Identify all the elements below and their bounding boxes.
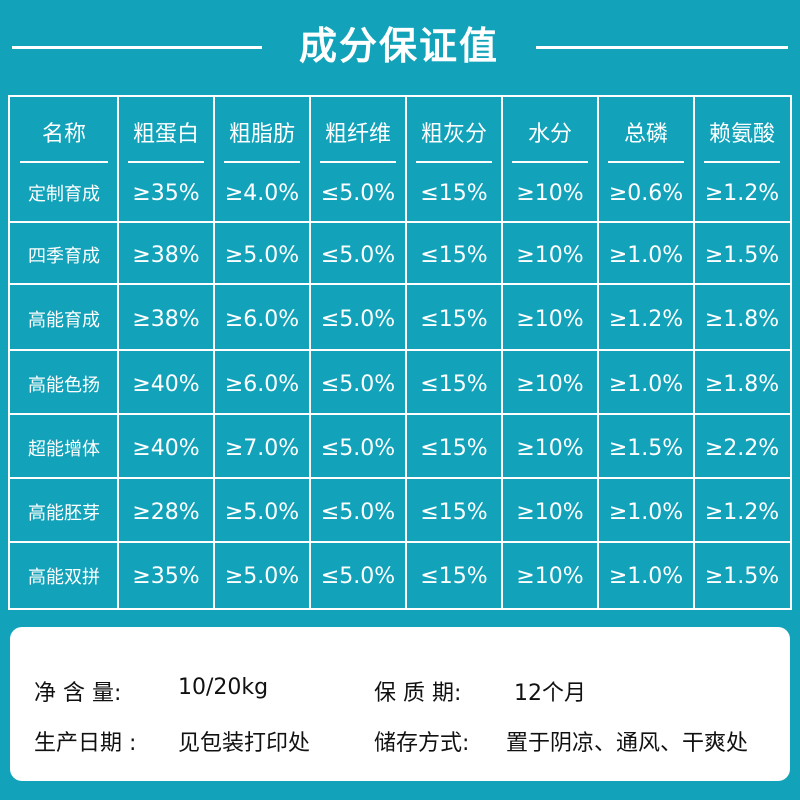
table-cell: ≥6.0% [224, 306, 300, 332]
row-name: 高能胚芽 [28, 503, 100, 524]
table-cell: ≥10% [516, 563, 584, 589]
table-cell: ≤5.0% [320, 499, 396, 525]
storage-value: 置于阴凉、通风、干爽处 [506, 731, 749, 756]
table-cell: ≥1.5% [704, 563, 780, 589]
row-divider [10, 221, 790, 223]
row-divider [10, 477, 790, 479]
column-header: 粗灰分 [420, 122, 487, 147]
table-cell: ≥5.0% [224, 499, 300, 525]
production-date-value: 见包装打印处 [178, 731, 311, 756]
row-name: 超能增体 [28, 439, 100, 460]
table-cell: ≥1.2% [704, 499, 780, 525]
column-header: 名称 [41, 122, 86, 147]
table-cell: ≥1.0% [608, 242, 684, 268]
row-name: 高能双拼 [28, 567, 100, 588]
column-divider [405, 97, 407, 608]
table-cell: ≤15% [420, 306, 488, 332]
column-header: 粗脂肪 [228, 122, 295, 147]
header-underline [224, 161, 300, 163]
net-weight-label: 净 含 量: [34, 681, 122, 706]
table-cell: ≤5.0% [320, 371, 396, 397]
shelf-life-value: 12个月 [514, 681, 586, 706]
column-header: 赖氨酸 [708, 122, 775, 147]
table-cell: ≤5.0% [320, 306, 396, 332]
table-cell: ≤15% [420, 242, 488, 268]
header-underline [20, 161, 108, 163]
table-cell: ≥1.5% [608, 435, 684, 461]
row-divider [10, 413, 790, 415]
table-cell: ≤5.0% [320, 435, 396, 461]
table-cell: ≥4.0% [224, 180, 300, 206]
table-cell: ≥38% [132, 242, 200, 268]
table-cell: ≥10% [516, 180, 584, 206]
table-cell: ≥40% [132, 371, 200, 397]
table-cell: ≥5.0% [224, 242, 300, 268]
table-cell: ≥40% [132, 435, 200, 461]
table-cell: ≤15% [420, 435, 488, 461]
row-divider [10, 349, 790, 351]
row-name: 四季育成 [28, 246, 100, 267]
table-cell: ≥10% [516, 499, 584, 525]
table-cell: ≤15% [420, 499, 488, 525]
header-underline [416, 161, 492, 163]
production-date-label: 生产日期 : [34, 731, 137, 756]
column-divider [501, 97, 503, 608]
column-divider [597, 97, 599, 608]
table-cell: ≥10% [516, 435, 584, 461]
header-underline [320, 161, 396, 163]
title-divider-right [536, 46, 788, 49]
table-cell: ≥1.8% [704, 371, 780, 397]
table-cell: ≤15% [420, 563, 488, 589]
ingredient-table: 名称 粗蛋白 粗脂肪 粗纤维 粗灰分 水分 总磷 赖氨酸定制育成 ≥35% ≥4.0% ≤5.0% ≤… [8, 95, 792, 610]
column-divider [309, 97, 311, 608]
table-cell: ≥2.2% [704, 435, 780, 461]
column-header: 总磷 [623, 122, 668, 147]
row-name: 定制育成 [28, 184, 100, 205]
header-underline [512, 161, 588, 163]
row-name: 高能育成 [28, 310, 100, 331]
table-cell: ≤15% [420, 371, 488, 397]
shelf-life-label: 保 质 期: [374, 681, 462, 706]
column-header: 粗蛋白 [132, 122, 199, 147]
row-divider [10, 541, 790, 543]
row-divider [10, 283, 790, 285]
table-cell: ≥10% [516, 306, 584, 332]
table-cell: ≥38% [132, 306, 200, 332]
table-cell: ≥1.5% [704, 242, 780, 268]
column-divider [213, 97, 215, 608]
table-cell: ≥28% [132, 499, 200, 525]
table-cell: ≤5.0% [320, 242, 396, 268]
table-cell: ≥7.0% [224, 435, 300, 461]
table-cell: ≥10% [516, 242, 584, 268]
column-divider [117, 97, 119, 608]
table-cell: ≥5.0% [224, 563, 300, 589]
column-header: 粗纤维 [324, 122, 391, 147]
table-cell: ≥1.0% [608, 499, 684, 525]
product-info-panel: 净 含 量: 10/20kg 保 质 期: 12个月 生产日期 : 见包装打印处… [10, 627, 790, 781]
table-cell: ≥1.2% [608, 306, 684, 332]
table-cell: ≥35% [132, 180, 200, 206]
title-bar: 成分保证值 [0, 0, 800, 96]
page-title: 成分保证值 [298, 24, 499, 68]
column-divider [693, 97, 695, 608]
header-underline [128, 161, 204, 163]
table-cell: ≥1.0% [608, 371, 684, 397]
table-cell: ≥6.0% [224, 371, 300, 397]
table-cell: ≥0.6% [608, 180, 684, 206]
table-cell: ≤5.0% [320, 180, 396, 206]
header-underline [608, 161, 684, 163]
row-name: 高能色扬 [28, 375, 100, 396]
title-divider-left [12, 46, 262, 49]
table-cell: ≤5.0% [320, 563, 396, 589]
storage-label: 储存方式: [374, 731, 470, 756]
table-cell: ≥35% [132, 563, 200, 589]
table-cell: ≥10% [516, 371, 584, 397]
header-underline [704, 161, 780, 163]
table-cell: ≥1.8% [704, 306, 780, 332]
table-cell: ≥1.0% [608, 563, 684, 589]
column-header: 水分 [527, 122, 572, 147]
table-cell: ≤15% [420, 180, 488, 206]
table-cell: ≥1.2% [704, 180, 780, 206]
net-weight-value: 10/20kg [178, 675, 269, 700]
